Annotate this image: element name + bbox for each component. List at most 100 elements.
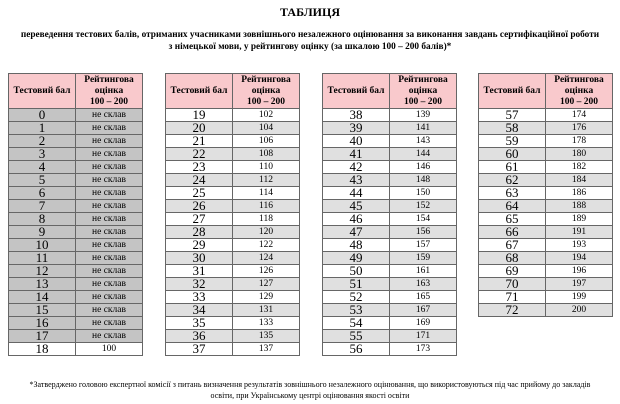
header-rating-line: 100 – 200 [404, 96, 442, 107]
table-row: 18 100 [8, 342, 143, 356]
table-row: 69 196 [478, 264, 613, 278]
rating-score: 199 [545, 290, 613, 304]
test-score: 11 [8, 251, 76, 265]
test-score: 68 [478, 251, 546, 265]
page-title: ТАБЛИЦЯ [280, 5, 340, 19]
rating-score: 152 [389, 199, 457, 213]
test-score: 1 [8, 121, 76, 135]
table-row: 63 186 [478, 186, 613, 200]
header-rating-line: оцінка [564, 85, 594, 96]
table-row: 48 157 [322, 238, 457, 252]
rating-score: 163 [389, 277, 457, 291]
table-row: 22 108 [165, 147, 300, 161]
rating-score: 191 [545, 225, 613, 239]
table-row: 0 не склав [8, 108, 143, 122]
test-score: 8 [8, 212, 76, 226]
table-header: Тестовий бал Рейтингова оцінка 100 – 200 [322, 73, 457, 109]
table-row: 68 194 [478, 251, 613, 265]
rating-score: 102 [232, 108, 300, 122]
test-score: 10 [8, 238, 76, 252]
test-score: 59 [478, 134, 546, 148]
rating-score: 135 [232, 329, 300, 343]
header-rating: Рейтингова оцінка 100 – 200 [232, 73, 300, 109]
rating-score: 129 [232, 290, 300, 304]
test-score: 40 [322, 134, 390, 148]
rating-score: не склав [75, 329, 143, 343]
table-row: 72 200 [478, 303, 613, 317]
table-row: 34 131 [165, 303, 300, 317]
test-score: 70 [478, 277, 546, 291]
rating-score: не склав [75, 277, 143, 291]
rating-score: 122 [232, 238, 300, 252]
table-row: 43 148 [322, 173, 457, 187]
rating-score: 176 [545, 121, 613, 135]
rating-score: не склав [75, 147, 143, 161]
table-row: 55 171 [322, 329, 457, 343]
rating-score: не склав [75, 160, 143, 174]
rating-score: не склав [75, 134, 143, 148]
table-row: 47 156 [322, 225, 457, 239]
table-row: 26 116 [165, 199, 300, 213]
rating-score: 131 [232, 303, 300, 317]
header-rating-line: оцінка [94, 85, 124, 96]
rating-score: не склав [75, 238, 143, 252]
rating-score: 148 [389, 173, 457, 187]
table-row: 27 118 [165, 212, 300, 226]
table-row: 59 178 [478, 134, 613, 148]
table-row: 32 127 [165, 277, 300, 291]
rating-score: 141 [389, 121, 457, 135]
test-score: 31 [165, 264, 233, 278]
table-row: 65 189 [478, 212, 613, 226]
table-row: 35 133 [165, 316, 300, 330]
table-row: 46 154 [322, 212, 457, 226]
table-row: 40 143 [322, 134, 457, 148]
rating-score: 146 [389, 160, 457, 174]
table-row: 37 137 [165, 342, 300, 356]
rating-score: 193 [545, 238, 613, 252]
table-row: 54 169 [322, 316, 457, 330]
rating-score: не склав [75, 264, 143, 278]
header-rating-line: оцінка [408, 85, 438, 96]
table-row: 15 не склав [8, 303, 143, 317]
rating-score: 169 [389, 316, 457, 330]
rating-score: 139 [389, 108, 457, 122]
table-row: 44 150 [322, 186, 457, 200]
rating-score: 174 [545, 108, 613, 122]
rating-score: 165 [389, 290, 457, 304]
conversion-table-2: Тестовий бал Рейтингова оцінка 100 – 200 19 1… [165, 73, 300, 356]
table-row: 7 не склав [8, 199, 143, 213]
rating-score: 167 [389, 303, 457, 317]
table-row: 30 124 [165, 251, 300, 265]
header-rating: Рейтингова оцінка 100 – 200 [75, 73, 143, 109]
table-row: 71 199 [478, 290, 613, 304]
test-score: 64 [478, 199, 546, 213]
test-score: 7 [8, 199, 76, 213]
test-score: 72 [478, 303, 546, 317]
table-row: 42 146 [322, 160, 457, 174]
rating-score: не склав [75, 199, 143, 213]
rating-score: 127 [232, 277, 300, 291]
header-rating-line: оцінка [251, 85, 281, 96]
test-score: 12 [8, 264, 76, 278]
rating-score: не склав [75, 212, 143, 226]
table-row: 31 126 [165, 264, 300, 278]
table-row: 70 197 [478, 277, 613, 291]
test-score: 52 [322, 290, 390, 304]
table-row: 36 135 [165, 329, 300, 343]
table-row: 33 129 [165, 290, 300, 304]
header-rating: Рейтингова оцінка 100 – 200 [545, 73, 613, 109]
rating-score: 144 [389, 147, 457, 161]
table-row: 21 106 [165, 134, 300, 148]
rating-score: 133 [232, 316, 300, 330]
header-rating-line: Рейтингова [241, 74, 291, 85]
conversion-table-1: Тестовий бал Рейтингова оцінка 100 – 200 0 не… [8, 73, 143, 356]
rating-score: не склав [75, 108, 143, 122]
test-score: 17 [8, 329, 76, 343]
table-row: 23 110 [165, 160, 300, 174]
header-score: Тестовий бал [165, 73, 233, 109]
rating-score: 104 [232, 121, 300, 135]
rating-score: 120 [232, 225, 300, 239]
test-score: 28 [165, 225, 233, 239]
header-rating-line: Рейтингова [398, 74, 448, 85]
table-row: 16 не склав [8, 316, 143, 330]
